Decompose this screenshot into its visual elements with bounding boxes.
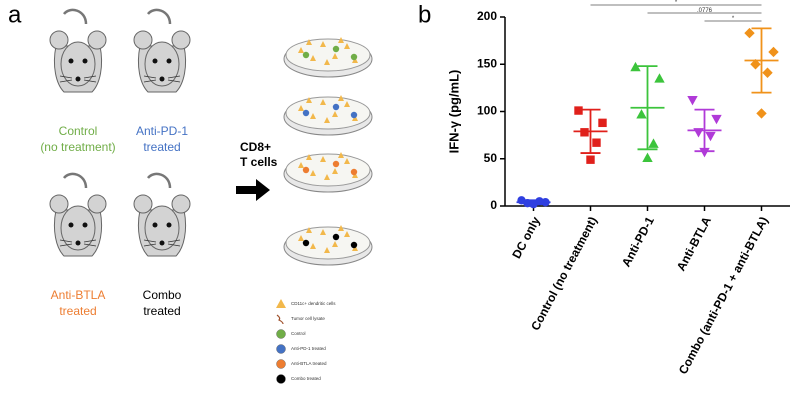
data-point xyxy=(705,131,716,142)
legend-label: Tumor cell lysate xyxy=(291,316,325,321)
group-label: treated xyxy=(143,304,180,318)
cells-label: CD8+ xyxy=(240,140,271,154)
cell-dot xyxy=(332,160,340,168)
legend-icon xyxy=(276,299,286,308)
arrow xyxy=(236,179,270,201)
dish xyxy=(283,36,373,78)
y-tick-label: 150 xyxy=(477,56,497,70)
cell-dot xyxy=(302,109,310,117)
data-point xyxy=(699,147,710,158)
dish xyxy=(283,224,373,266)
cell-dot xyxy=(350,168,358,176)
data-point xyxy=(693,128,704,138)
data-point xyxy=(630,61,641,72)
x-tick-label: Anti-PD-1 xyxy=(619,214,657,269)
legend-label: Combo treated xyxy=(291,376,321,381)
dish xyxy=(283,151,373,193)
data-point xyxy=(762,67,773,78)
data-point xyxy=(574,106,583,115)
data-point xyxy=(744,27,755,39)
significance-label: * xyxy=(675,0,678,6)
group-label: treated xyxy=(143,140,180,154)
panel-label: a xyxy=(8,1,22,28)
legend-icon xyxy=(276,329,286,339)
data-point xyxy=(598,118,607,128)
legend-label: Anti-BTLA treated xyxy=(291,361,327,366)
y-axis-label: IFN-γ (pg/mL) xyxy=(446,70,461,154)
cell-dot xyxy=(332,233,340,241)
legend-label: CD11c+ dendritic cells xyxy=(291,301,336,306)
data-point xyxy=(586,155,595,164)
legend-icon xyxy=(276,359,286,369)
group-label: Anti-BTLA xyxy=(51,288,106,302)
mouse-icon xyxy=(132,172,192,258)
cell-dot xyxy=(302,166,310,174)
cell-dot xyxy=(350,111,358,119)
mouse-icon xyxy=(48,172,108,258)
data-point xyxy=(580,128,589,137)
dish xyxy=(283,94,373,136)
cells-label: T cells xyxy=(240,155,278,169)
legend-label: Control xyxy=(291,331,306,336)
group-label: Anti-PD-1 xyxy=(136,124,188,138)
group-label: treated xyxy=(59,304,96,318)
cell-dot xyxy=(350,241,358,249)
data-point xyxy=(648,138,659,148)
data-point xyxy=(636,109,647,119)
data-point xyxy=(756,108,767,119)
x-tick-label: DC only xyxy=(509,214,543,261)
legend-icon xyxy=(276,314,284,325)
legend-label: Anti-PD-1 treated xyxy=(291,346,326,351)
legend-icon xyxy=(276,344,286,354)
y-tick-label: 100 xyxy=(477,104,497,118)
data-point xyxy=(768,46,779,58)
data-point xyxy=(687,95,698,106)
significance-label: * xyxy=(732,16,735,22)
cell-dot xyxy=(350,53,358,61)
y-tick-label: 200 xyxy=(477,9,497,23)
group-label: Combo xyxy=(143,288,182,302)
panel-label: b xyxy=(418,1,431,28)
data-point xyxy=(592,138,601,147)
cell-dot xyxy=(332,103,340,111)
cell-dot xyxy=(302,51,310,59)
cell-dot xyxy=(302,239,310,247)
mouse-icon xyxy=(48,8,108,94)
legend-icon xyxy=(276,374,286,384)
cell-dot xyxy=(332,45,340,53)
x-tick-label: Anti-BTLA xyxy=(674,214,714,273)
y-tick-label: 0 xyxy=(490,198,497,212)
y-tick-label: 50 xyxy=(484,151,498,165)
data-point xyxy=(654,73,665,83)
x-tick-label: Control (no treatment) xyxy=(528,214,600,332)
mouse-icon xyxy=(132,8,192,94)
data-point xyxy=(711,114,722,125)
group-label: Control xyxy=(59,124,98,138)
significance-label: .0776 xyxy=(697,8,713,14)
data-point xyxy=(750,59,761,70)
data-point xyxy=(529,199,538,209)
data-point xyxy=(642,152,653,163)
group-label: (no treatment) xyxy=(40,140,115,154)
